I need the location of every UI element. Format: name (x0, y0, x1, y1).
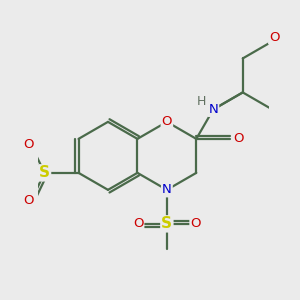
Text: S: S (39, 165, 50, 180)
Text: S: S (161, 216, 172, 231)
Text: O: O (23, 139, 34, 152)
Text: O: O (269, 31, 280, 44)
Text: N: N (208, 103, 218, 116)
Text: O: O (23, 194, 34, 207)
Text: H: H (196, 95, 206, 108)
Text: O: O (162, 116, 172, 128)
Text: O: O (133, 218, 143, 230)
Text: O: O (233, 132, 243, 146)
Text: O: O (190, 218, 201, 230)
Text: N: N (162, 183, 172, 196)
